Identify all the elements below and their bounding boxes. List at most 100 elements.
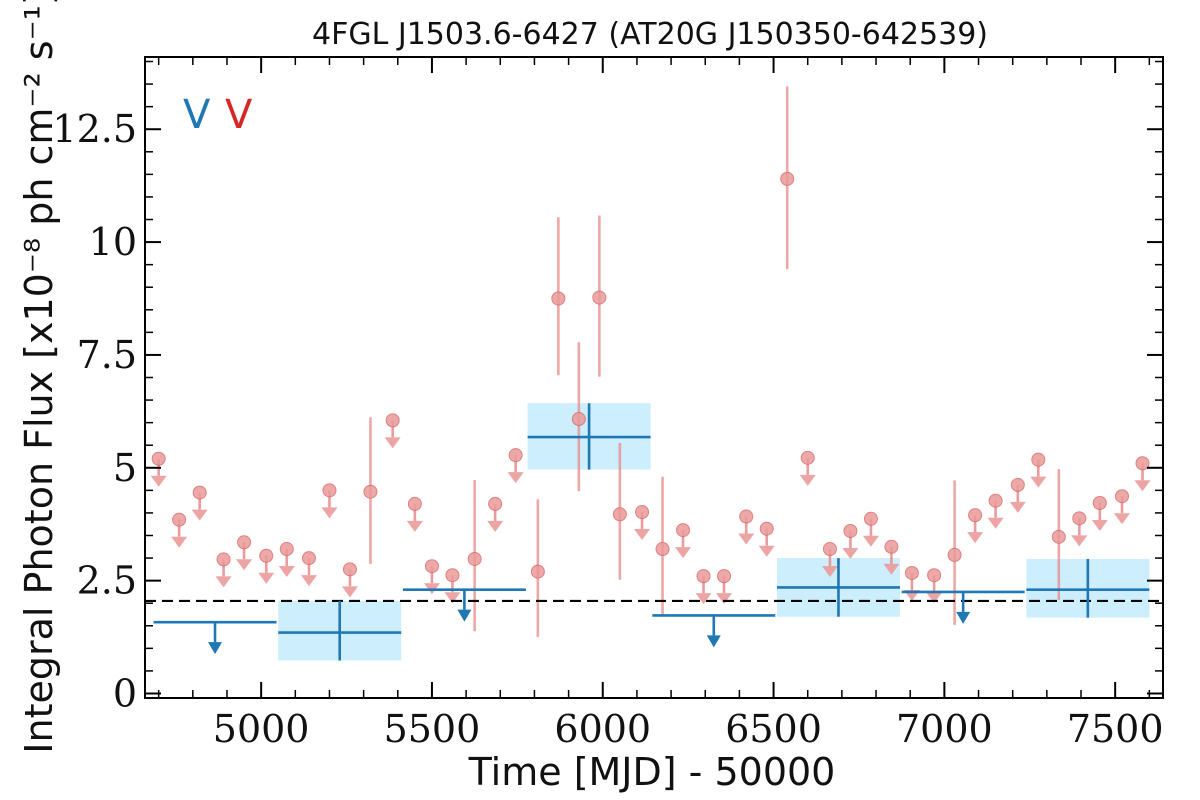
x-tick-label: 7000 [896, 707, 993, 751]
y-tick-label: 2.5 [77, 559, 137, 603]
plot-axes: 5000 5500 6000 6500 7000 7500 0 2.5 5 7.5 10 12.5 [52, 56, 1164, 751]
legend-entry-long-bins: V [183, 92, 211, 138]
short-bin-point [488, 496, 503, 511]
short-bin-point [385, 413, 400, 428]
legend-entry-short-bins: V [225, 92, 253, 138]
short-bin-point [884, 539, 899, 554]
short-bin-point [822, 542, 837, 557]
long-bin-upper-limit-arrowhead [956, 611, 971, 624]
y-tick-label: 0 [113, 671, 137, 715]
short-bin-point [301, 551, 316, 566]
short-bin-upper-limit-arrowhead [300, 575, 317, 587]
short-bin-upper-limit-arrowhead [967, 532, 984, 544]
long-bin-series [153, 403, 1150, 661]
short-bin-point [1031, 452, 1046, 467]
short-bin-point [571, 412, 586, 427]
short-bin-upper-limit-arrowhead [1009, 501, 1026, 513]
x-axis-label: Time [MJD] - 50000 [468, 750, 836, 794]
y-tick-label: 12.5 [52, 107, 137, 151]
short-bin-point [717, 569, 732, 584]
short-bin-point [151, 451, 166, 466]
long-bin-upper-limit-arrowhead [706, 635, 721, 648]
short-bin-point [467, 551, 482, 566]
short-bin-point [780, 171, 795, 186]
short-bin-point [508, 448, 523, 463]
short-bin-upper-limit-arrowhead [278, 566, 295, 578]
short-bin-point [988, 493, 1003, 508]
short-bin-upper-limit-arrowhead [236, 559, 253, 571]
short-bin-point [592, 290, 607, 305]
short-bin-point [279, 542, 294, 557]
short-bin-upper-limit-arrowhead [926, 592, 943, 604]
short-bin-upper-limit-arrowhead [675, 547, 692, 559]
short-bin-point [739, 509, 754, 524]
short-bin-upper-limit-arrowhead [738, 533, 755, 545]
short-bin-point [259, 548, 274, 563]
short-bin-point [322, 483, 337, 498]
x-tick-label: 6000 [554, 707, 651, 751]
short-bin-point [759, 521, 774, 536]
short-bin-point [551, 291, 566, 306]
short-bin-upper-limit-arrowhead [862, 535, 879, 547]
short-bin-upper-limit-arrowhead [695, 593, 712, 605]
short-bin-upper-limit-arrowhead [150, 475, 167, 487]
short-bin-point [1092, 495, 1107, 510]
short-bin-point [927, 568, 942, 583]
short-bin-upper-limit-arrowhead [1091, 519, 1108, 531]
short-bin-upper-limit-arrowhead [444, 592, 461, 604]
short-bin-point [1072, 511, 1087, 526]
short-bin-point [192, 485, 207, 500]
x-tick-label: 5000 [213, 707, 310, 751]
short-bin-point [445, 568, 460, 583]
x-tick-label: 6500 [725, 707, 822, 751]
short-bin-point [1135, 456, 1150, 471]
short-bin-upper-limit-arrowhead [883, 563, 900, 575]
short-bin-point [800, 450, 815, 465]
short-bin-upper-limit-arrowhead [191, 509, 208, 521]
short-bin-point [363, 484, 378, 499]
long-bin-upper-limit-arrowhead [457, 609, 472, 622]
short-bin-upper-limit-arrowhead [1114, 513, 1131, 525]
short-bin-point [863, 511, 878, 526]
short-bin-upper-limit-arrowhead [1134, 480, 1151, 492]
chart-title: 4FGL J1503.6-6427 (AT20G J150350-642539) [312, 17, 988, 52]
short-bin-point [843, 523, 858, 538]
short-bin-upper-limit-arrowhead [321, 507, 338, 519]
short-bin-upper-limit-arrowhead [1071, 535, 1088, 547]
y-tick-label: 10 [89, 220, 137, 264]
short-bin-point [237, 535, 252, 550]
short-bin-upper-limit-arrowhead [171, 536, 188, 548]
short-bin-upper-limit-arrowhead [1030, 476, 1047, 488]
short-bin-upper-limit-arrowhead [634, 529, 651, 541]
short-bin-upper-limit-arrowhead [406, 520, 423, 532]
short-bin-point [1051, 529, 1066, 544]
short-bin-upper-limit-arrowhead [215, 576, 232, 588]
short-bin-point [947, 547, 962, 562]
short-bin-point [904, 565, 919, 580]
short-bin-point [696, 569, 711, 584]
short-bin-series [150, 86, 1151, 638]
short-bin-point [424, 559, 439, 574]
short-bin-point [342, 562, 357, 577]
short-bin-point [635, 505, 650, 520]
short-bin-point [407, 496, 422, 511]
x-tick-label: 7500 [1067, 707, 1164, 751]
short-bin-point [172, 512, 187, 527]
y-tick-label: 7.5 [77, 333, 137, 377]
short-bin-point [676, 523, 691, 538]
long-bin-upper-limit-arrowhead [208, 642, 223, 655]
x-tick-label: 5500 [384, 707, 481, 751]
short-bin-point [530, 564, 545, 579]
short-bin-point [968, 508, 983, 523]
short-bin-upper-limit-arrowhead [821, 566, 838, 578]
short-bin-point [655, 542, 670, 557]
short-bin-upper-limit-arrowhead [341, 586, 358, 598]
short-bin-point [1115, 489, 1130, 504]
short-bin-upper-limit-arrowhead [384, 437, 401, 449]
short-bin-point [1010, 477, 1025, 492]
short-bin-point [216, 552, 231, 567]
y-axis-label: Integral Photon Flux [x10⁻⁸ ph cm⁻² s⁻¹] [17, 0, 61, 754]
short-bin-upper-limit-arrowhead [987, 517, 1004, 529]
short-bin-point [612, 507, 627, 522]
